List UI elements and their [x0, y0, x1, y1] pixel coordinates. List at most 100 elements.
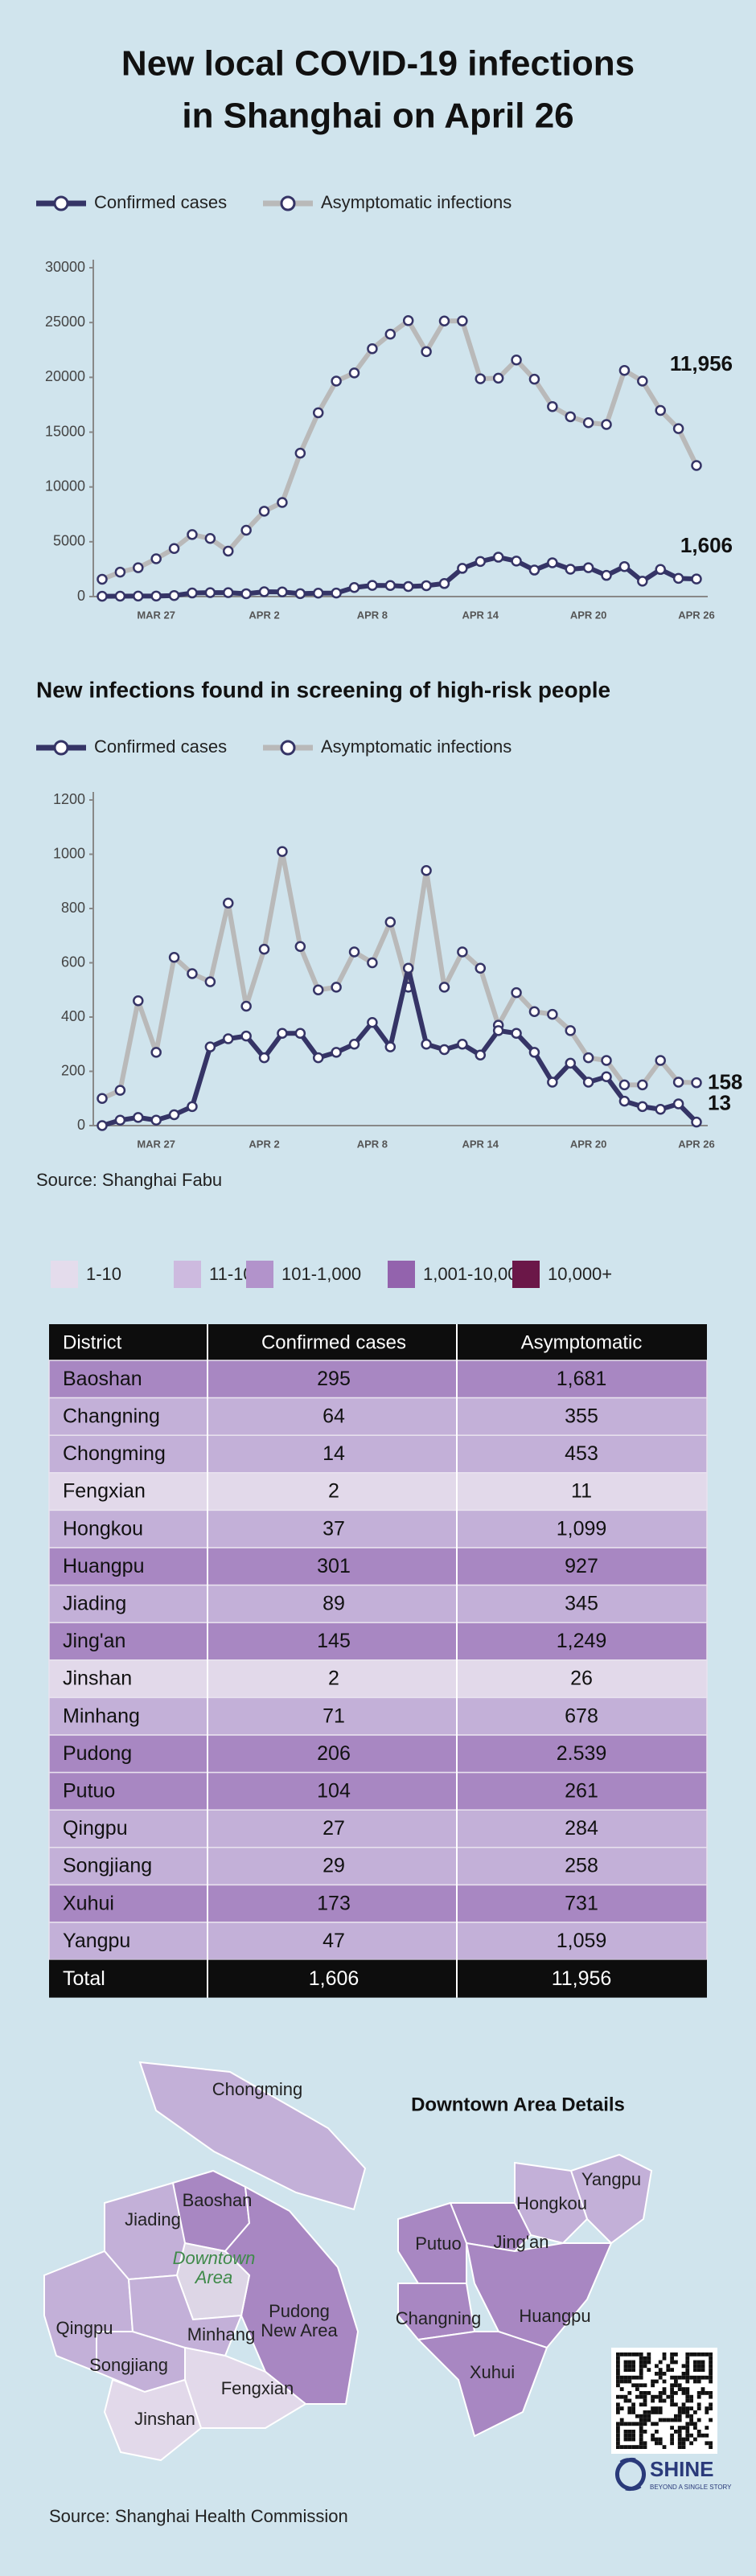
table-cell: 14: [323, 1442, 345, 1465]
qr-module: [677, 2426, 682, 2430]
qr-module: [685, 2379, 690, 2384]
table-cell: Chongming: [63, 1442, 166, 1465]
data-point: [582, 562, 594, 573]
qr-module: [639, 2352, 643, 2357]
data-point: [457, 315, 468, 326]
data-point: [114, 566, 126, 578]
qr-module: [627, 2379, 632, 2384]
qr-module: [643, 2398, 647, 2403]
y-tick-label: 0: [77, 588, 85, 604]
table-cell: Baoshan: [63, 1368, 142, 1390]
data-point: [582, 417, 594, 429]
qr-module: [635, 2375, 639, 2380]
qr-module: [643, 2402, 647, 2407]
table-cell: 1,681: [557, 1368, 607, 1390]
data-point: [258, 506, 270, 517]
table-cell: Hongkou: [63, 1517, 143, 1540]
qr-module: [693, 2410, 697, 2414]
qr-module: [701, 2364, 705, 2369]
data-point: [402, 580, 414, 593]
table-cell: 37: [323, 1517, 345, 1540]
qr-module: [619, 2352, 624, 2357]
data-point: [348, 582, 360, 593]
qr-module: [685, 2391, 690, 2395]
qr-module: [681, 2410, 686, 2414]
y-tick-label: 200: [61, 1062, 85, 1078]
qr-module: [696, 2352, 701, 2357]
qr-module: [677, 2383, 682, 2388]
map-label: Area: [194, 2267, 232, 2287]
data-point: [547, 400, 558, 412]
qr-module: [670, 2426, 674, 2430]
qr-module: [689, 2375, 693, 2380]
data-point: [457, 1039, 468, 1050]
qr-module: [655, 2379, 659, 2384]
data-point: [97, 1120, 108, 1131]
qr-module: [643, 2445, 647, 2449]
qr-module: [693, 2375, 697, 2380]
qr-module: [623, 2433, 628, 2438]
data-point: [672, 423, 684, 434]
qr-module: [658, 2410, 663, 2414]
qr-module: [631, 2410, 635, 2414]
qr-module: [631, 2368, 635, 2372]
data-point: [528, 1006, 540, 1017]
data-point: [511, 556, 522, 567]
data-point: [402, 315, 414, 326]
data-point: [187, 529, 198, 540]
qr-module: [693, 2368, 697, 2372]
table-cell: 1,099: [557, 1517, 607, 1540]
table-cell: 2: [328, 1480, 339, 1503]
data-point: [331, 587, 342, 599]
qr-module: [639, 2360, 643, 2365]
qr-module: [643, 2441, 647, 2446]
qr-module: [693, 2364, 697, 2369]
table-header: Confirmed cases: [261, 1331, 406, 1353]
data-point: [384, 328, 396, 340]
legend-marker: [53, 195, 69, 211]
data-point: [312, 407, 324, 419]
data-point: [240, 1030, 252, 1042]
qr-module: [635, 2387, 639, 2391]
data-point: [204, 533, 216, 544]
qr-module: [685, 2394, 690, 2399]
qr-module: [623, 2398, 628, 2403]
qr-module: [643, 2360, 647, 2365]
qr-module: [701, 2375, 705, 2380]
table-cell: Songjiang: [63, 1855, 152, 1877]
data-point: [438, 578, 450, 589]
data-point: [582, 1077, 594, 1088]
qr-module: [696, 2360, 701, 2365]
qr-module: [677, 2406, 682, 2410]
qr-module: [616, 2368, 620, 2372]
data-point: [312, 588, 324, 599]
table-cell: 11: [571, 1480, 592, 1503]
qr-module: [627, 2398, 632, 2403]
chart-title: New local COVID-19 infections: [121, 44, 635, 84]
data-point: [168, 1109, 180, 1121]
qr-module: [677, 2375, 682, 2380]
qr-module: [627, 2360, 632, 2365]
qr-module: [658, 2368, 663, 2372]
data-point: [294, 941, 306, 952]
table-cell: 145: [317, 1630, 351, 1652]
qr-module: [647, 2352, 651, 2357]
x-tick-label: APR 2: [249, 609, 279, 621]
qr-module: [651, 2394, 655, 2399]
map-label: Huangpu: [519, 2306, 590, 2326]
qr-module: [635, 2383, 639, 2388]
qr-module: [643, 2364, 647, 2369]
qr-module: [616, 2364, 620, 2369]
qr-module: [655, 2372, 659, 2376]
qr-module: [685, 2426, 690, 2430]
data-point: [223, 545, 234, 557]
qr-module: [709, 2372, 713, 2376]
data-point: [691, 460, 702, 471]
qr-module: [670, 2387, 674, 2391]
downtown-title: Downtown Area Details: [411, 2094, 625, 2115]
qr-module: [674, 2379, 678, 2384]
qr-module: [616, 2356, 620, 2361]
x-tick-label: APR 20: [570, 1138, 607, 1150]
data-point: [618, 1095, 631, 1107]
table-cell: Yangpu: [63, 1930, 130, 1952]
